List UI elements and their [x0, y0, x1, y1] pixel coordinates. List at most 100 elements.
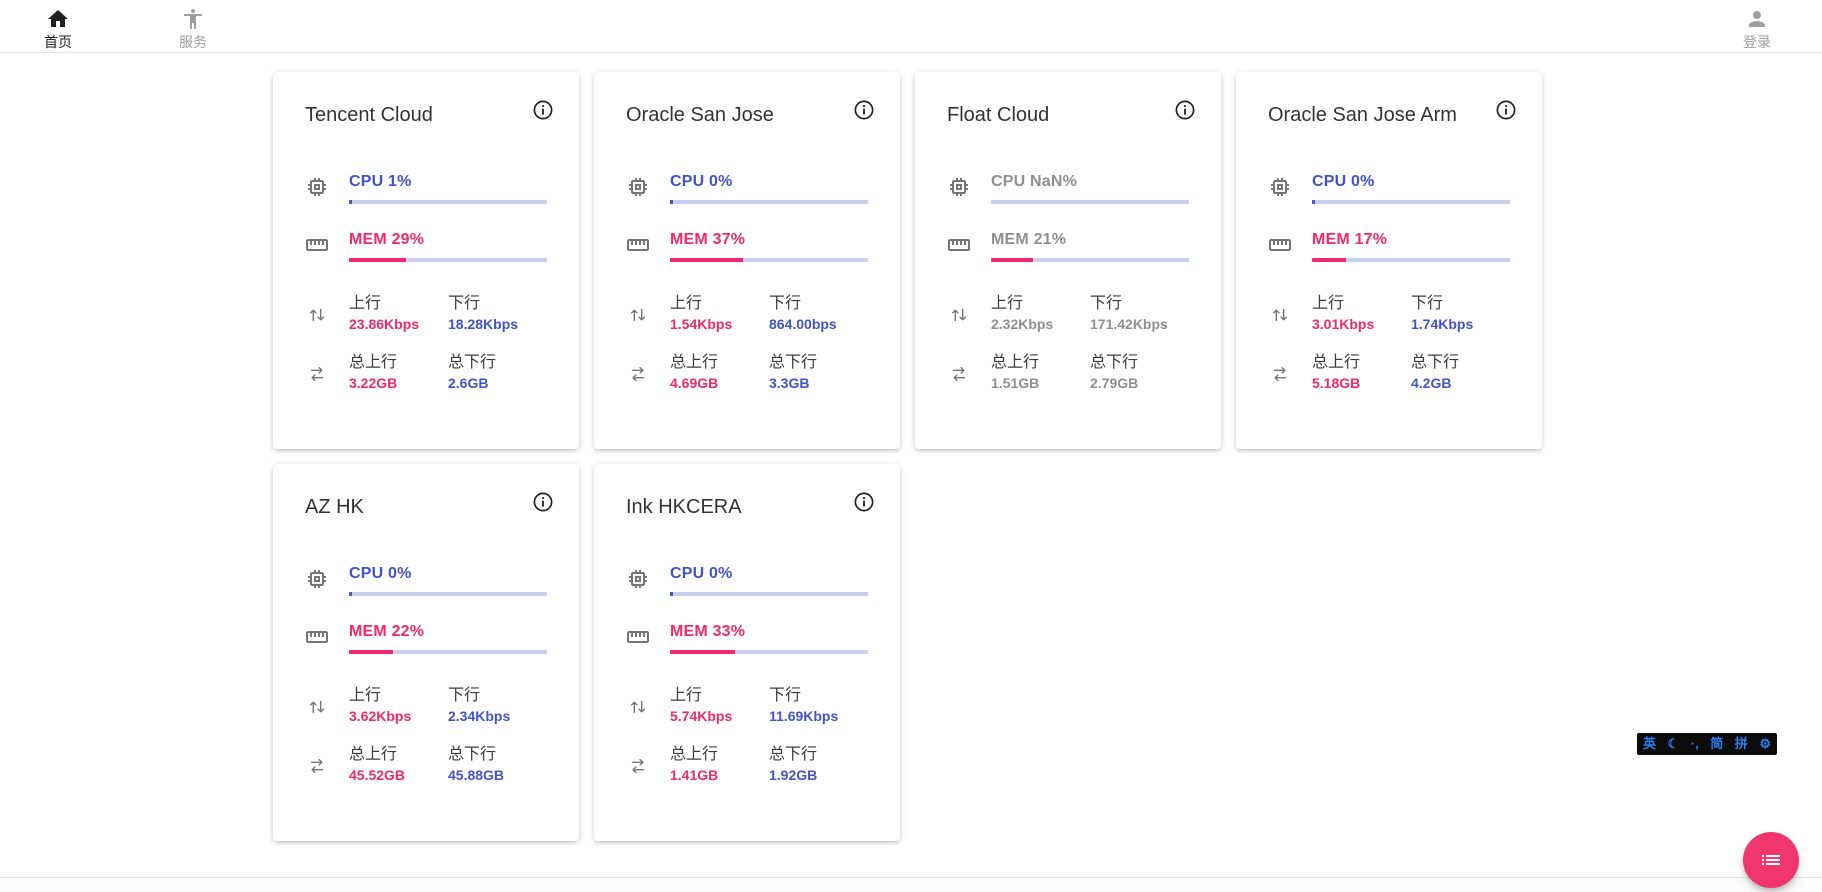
download-value: 1.74Kbps: [1411, 316, 1474, 332]
server-card: AZ HK CPU 0% MEM 22%: [273, 464, 579, 841]
info-icon[interactable]: [1494, 98, 1518, 122]
download-value: 2.34Kbps: [448, 708, 511, 724]
download-label: 下行: [769, 295, 802, 312]
total-download-value: 3.3GB: [769, 375, 810, 391]
server-card: Ink HKCERA CPU 0% MEM: [594, 464, 900, 841]
upload-value: 3.62Kbps: [349, 708, 412, 724]
total-upload-value: 45.52GB: [349, 767, 406, 783]
cpu-usage-label: CPU 1%: [349, 173, 412, 190]
cpu-progress-bar: [349, 592, 547, 596]
upload-label: 上行: [991, 295, 1024, 312]
total-upload-value: 5.18GB: [1312, 375, 1361, 391]
cpu-usage-label: CPU 0%: [670, 565, 733, 582]
ime-item-0[interactable]: 英: [1643, 736, 1657, 751]
mem-usage-label: MEM 29%: [349, 231, 425, 248]
cpu-usage-label: CPU NaN%: [991, 173, 1078, 190]
info-icon[interactable]: [531, 98, 555, 122]
mem-progress-bar: [991, 258, 1189, 262]
arrows-horizontal-icon: [631, 366, 645, 382]
download-value: 11.69Kbps: [769, 708, 839, 724]
download-value: 864.00bps: [769, 316, 837, 332]
info-icon[interactable]: [852, 98, 876, 122]
total-download-value: 2.6GB: [448, 375, 489, 391]
home-icon: [48, 10, 68, 27]
mem-usage-label: MEM 22%: [349, 623, 425, 640]
cpu-usage-label: CPU 0%: [1312, 173, 1375, 190]
upload-value: 5.74Kbps: [670, 708, 733, 724]
nav-item-home[interactable]: 首页: [30, 0, 86, 52]
accessibility-person-icon: [184, 9, 202, 29]
mem-progress-bar: [349, 650, 547, 654]
info-icon[interactable]: [531, 490, 555, 514]
download-label: 下行: [448, 687, 481, 704]
total-upload-value: 1.51GB: [991, 375, 1040, 391]
mem-progress-bar: [670, 258, 868, 262]
arrows-horizontal-icon: [1273, 366, 1287, 382]
ruler-icon: [627, 239, 649, 251]
download-label: 下行: [1090, 295, 1123, 312]
total-upload-value: 1.41GB: [670, 767, 719, 783]
arrows-vertical-icon: [630, 700, 646, 714]
server-card: Tencent Cloud CPU 1%: [273, 72, 579, 449]
mem-usage-label: MEM 33%: [670, 623, 746, 640]
arrows-vertical-icon: [1272, 308, 1288, 322]
total-upload-label: 总上行: [670, 354, 719, 371]
upload-label: 上行: [1312, 295, 1345, 312]
upload-label: 上行: [349, 295, 382, 312]
ime-item-2[interactable]: ·,: [1690, 736, 1699, 751]
mem-usage-label: MEM 37%: [670, 231, 746, 248]
mem-progress-bar: [670, 650, 868, 654]
server-card: Oracle San Jose CPU 0%: [594, 72, 900, 449]
upload-label: 上行: [670, 687, 703, 704]
ruler-icon: [948, 239, 970, 251]
info-icon[interactable]: [852, 490, 876, 514]
arrows-vertical-icon: [630, 308, 646, 322]
ruler-icon: [306, 239, 328, 251]
download-label: 下行: [769, 687, 802, 704]
total-download-label: 总下行: [448, 354, 497, 371]
server-name: Oracle San Jose: [626, 104, 774, 126]
list-icon: [1762, 855, 1780, 865]
ime-item-1[interactable]: ☾: [1667, 736, 1680, 751]
arrows-horizontal-icon: [952, 366, 966, 382]
server-cards-grid: Tencent Cloud CPU 1%: [273, 72, 1542, 841]
nav-item-services[interactable]: 服务: [165, 0, 221, 52]
cpu-chip-icon: [1271, 178, 1289, 196]
total-upload-label: 总上行: [991, 354, 1040, 371]
nav-login-label: 登录: [1743, 34, 1771, 50]
total-download-value: 45.88GB: [448, 767, 505, 783]
nav-home-label: 首页: [44, 34, 72, 50]
upload-label: 上行: [349, 687, 382, 704]
arrows-horizontal-icon: [631, 758, 645, 774]
total-upload-label: 总上行: [1312, 354, 1361, 371]
server-name: Ink HKCERA: [626, 496, 742, 518]
arrows-vertical-icon: [951, 308, 967, 322]
nav-item-login[interactable]: 登录: [1729, 0, 1785, 52]
total-download-label: 总下行: [769, 354, 818, 371]
ime-item-5[interactable]: ⚙: [1759, 736, 1771, 751]
cpu-progress-bar: [670, 200, 868, 204]
server-name: Float Cloud: [947, 104, 1050, 126]
info-icon[interactable]: [1173, 98, 1197, 122]
ime-item-3[interactable]: 简: [1710, 736, 1724, 751]
arrows-vertical-icon: [309, 308, 325, 322]
upload-value: 2.32Kbps: [991, 316, 1054, 332]
ime-item-4[interactable]: 拼: [1734, 736, 1748, 751]
top-navigation-bar: 首页 服务 登录: [0, 0, 1822, 53]
cpu-usage-label: CPU 0%: [670, 173, 733, 190]
cpu-chip-icon: [308, 178, 326, 196]
cpu-chip-icon: [629, 570, 647, 588]
server-list-fab[interactable]: [1743, 832, 1799, 888]
download-value: 18.28Kbps: [448, 316, 519, 332]
mem-progress-bar: [1312, 258, 1510, 262]
total-upload-value: 3.22GB: [349, 375, 398, 391]
total-upload-label: 总上行: [670, 746, 719, 763]
total-download-value: 4.2GB: [1411, 375, 1452, 391]
input-method-toolbar: 英 ☾ ·, 简拼 ⚙: [1637, 733, 1777, 755]
total-download-value: 2.79GB: [1090, 375, 1139, 391]
ruler-icon: [627, 631, 649, 643]
upload-value: 1.54Kbps: [670, 316, 733, 332]
footer-bar: [0, 877, 1822, 892]
mem-progress-bar: [349, 258, 547, 262]
arrows-horizontal-icon: [310, 758, 324, 774]
